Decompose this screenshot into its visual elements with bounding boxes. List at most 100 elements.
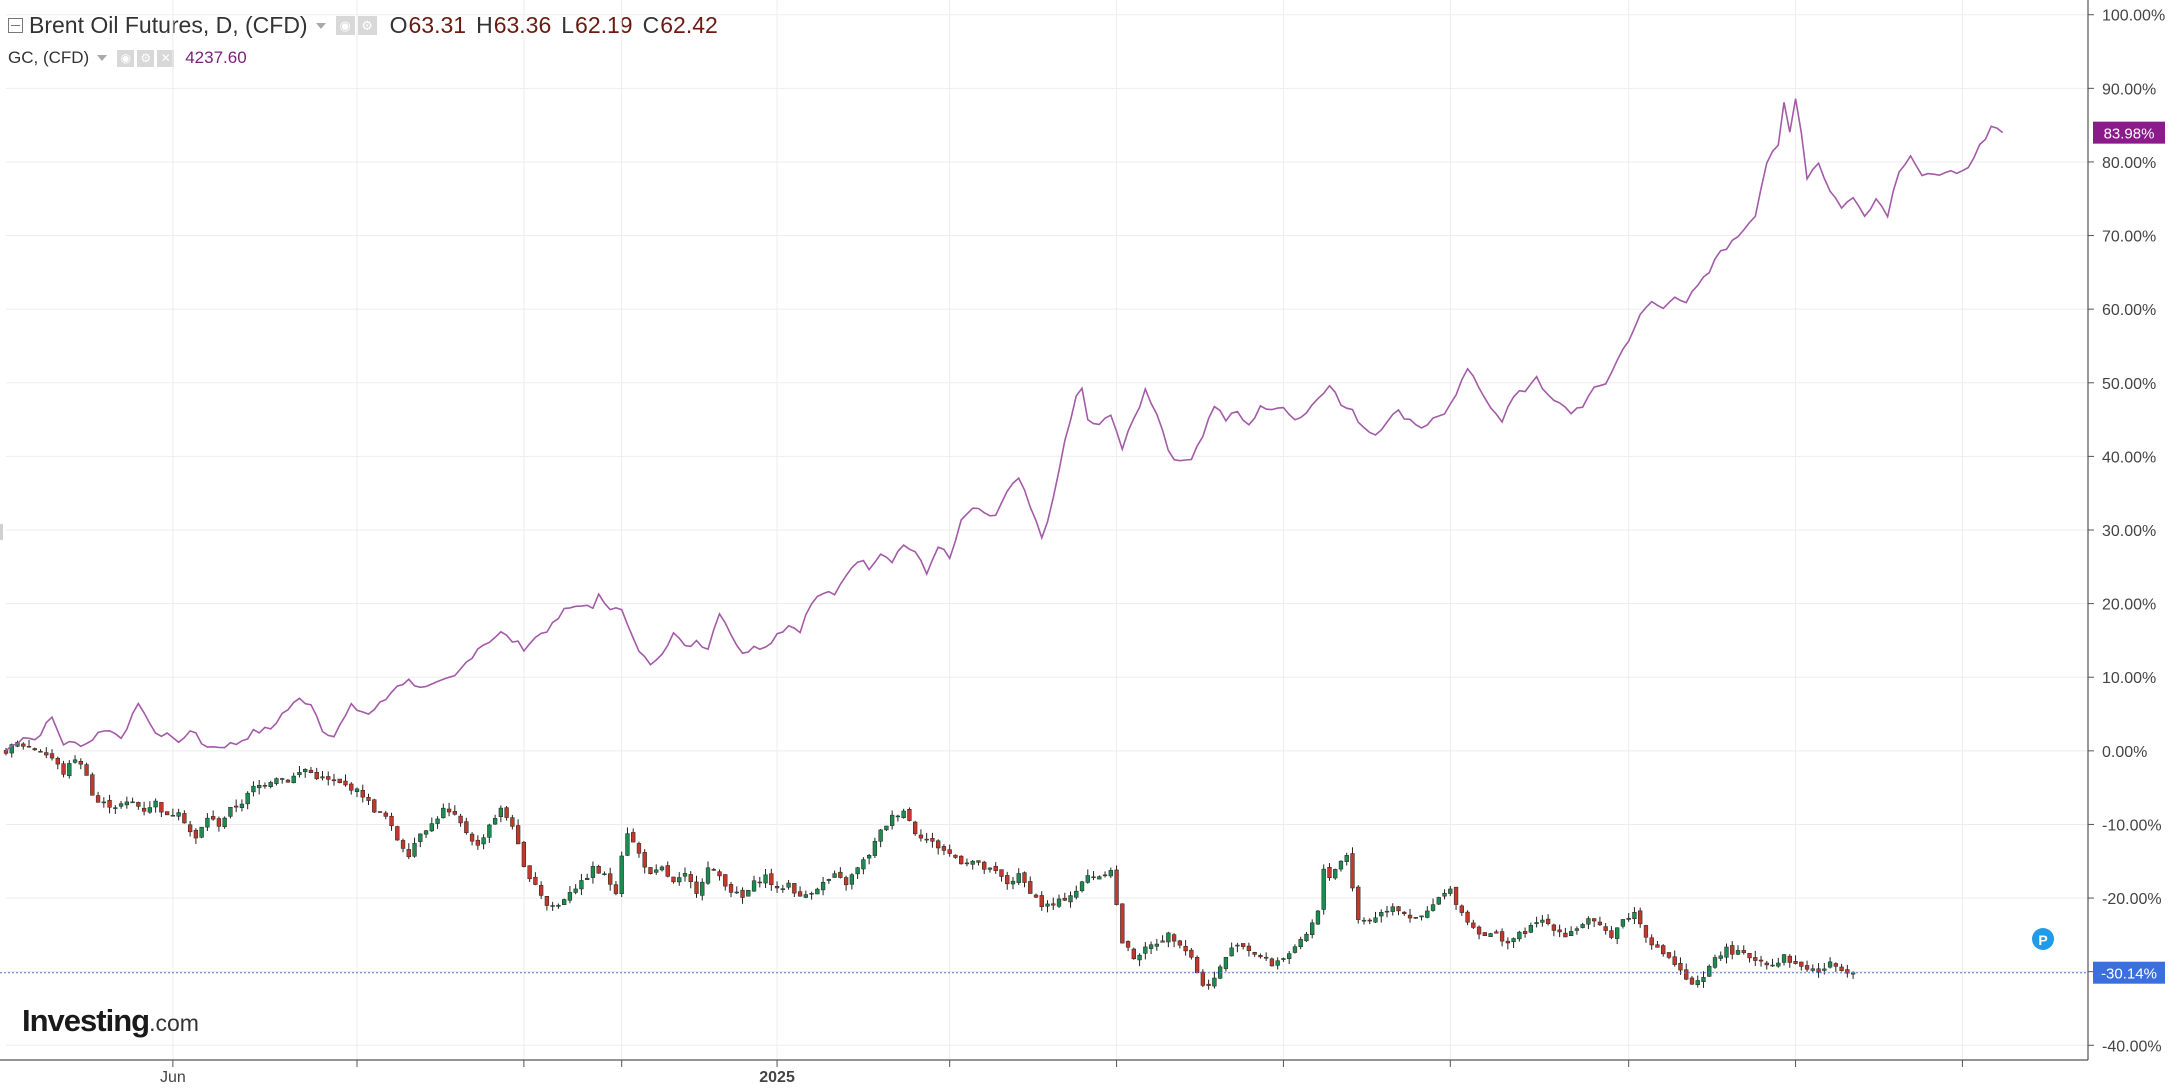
- brent-candle[interactable]: [608, 867, 613, 891]
- brent-candle[interactable]: [682, 867, 688, 882]
- brent-candle[interactable]: [803, 890, 808, 899]
- brent-candle[interactable]: [613, 881, 619, 896]
- brent-candle[interactable]: [1672, 950, 1677, 967]
- brent-candle[interactable]: [1264, 952, 1269, 961]
- brent-candle[interactable]: [1321, 864, 1326, 915]
- eye-icon[interactable]: ◉: [335, 16, 355, 35]
- brent-candle[interactable]: [1643, 924, 1649, 943]
- brent-candle[interactable]: [1143, 941, 1148, 960]
- brent-candle[interactable]: [400, 838, 406, 853]
- brent-candle[interactable]: [1131, 947, 1136, 960]
- brent-candle[interactable]: [1430, 898, 1436, 912]
- brent-candle[interactable]: [1712, 954, 1718, 969]
- brent-candle[interactable]: [1413, 917, 1418, 919]
- brent-candle[interactable]: [395, 825, 400, 841]
- brent-candle[interactable]: [769, 868, 774, 891]
- brent-candle[interactable]: [947, 844, 952, 857]
- brent-candle[interactable]: [1183, 940, 1188, 956]
- brent-candle[interactable]: [521, 840, 527, 868]
- brent-candle[interactable]: [1649, 934, 1654, 950]
- brent-candle[interactable]: [1632, 907, 1637, 924]
- brent-candle[interactable]: [1845, 964, 1850, 978]
- brent-candle[interactable]: [999, 869, 1004, 882]
- brent-candle[interactable]: [809, 891, 814, 900]
- brent-candle[interactable]: [429, 817, 434, 833]
- brent-candle[interactable]: [826, 878, 831, 884]
- brent-candle[interactable]: [343, 774, 348, 787]
- brent-candle[interactable]: [786, 879, 791, 890]
- compare-series-title[interactable]: GC, (CFD): [8, 48, 90, 67]
- brent-candle[interactable]: [1718, 951, 1723, 962]
- brent-candle[interactable]: [740, 887, 745, 904]
- brent-candle[interactable]: [1338, 860, 1344, 872]
- brent-candle[interactable]: [1074, 885, 1079, 900]
- brent-candle[interactable]: [544, 895, 550, 911]
- brent-candle[interactable]: [90, 772, 95, 796]
- brent-candle[interactable]: [1166, 931, 1171, 948]
- brent-candle[interactable]: [1764, 960, 1769, 970]
- brent-candle[interactable]: [700, 878, 705, 901]
- brent-candle[interactable]: [1620, 919, 1626, 929]
- compare-dropdown-caret-icon[interactable]: [97, 55, 108, 61]
- brent-candle[interactable]: [1586, 916, 1591, 930]
- brent-candle[interactable]: [464, 817, 469, 835]
- brent-candle[interactable]: [889, 810, 895, 830]
- brent-candle[interactable]: [1367, 918, 1372, 925]
- brent-candle[interactable]: [1171, 933, 1177, 948]
- brent-candle[interactable]: [1678, 957, 1683, 975]
- brent-candle[interactable]: [1010, 876, 1016, 890]
- brent-candle[interactable]: [1258, 953, 1263, 959]
- brent-candle[interactable]: [953, 854, 958, 859]
- brent-candle[interactable]: [884, 825, 889, 832]
- brent-candle[interactable]: [469, 832, 475, 846]
- brent-candle[interactable]: [1108, 867, 1113, 878]
- brent-candle[interactable]: [280, 777, 285, 784]
- price-marker-icon[interactable]: [2032, 928, 2054, 950]
- brent-candle[interactable]: [843, 875, 849, 891]
- brent-candle[interactable]: [515, 819, 521, 845]
- brent-candle[interactable]: [918, 829, 924, 842]
- brent-candle[interactable]: [487, 823, 492, 843]
- brent-candle[interactable]: [579, 873, 584, 896]
- brent-candle[interactable]: [1488, 932, 1493, 938]
- brent-candle[interactable]: [1638, 907, 1643, 928]
- brent-candle[interactable]: [1494, 929, 1499, 934]
- brent-candle[interactable]: [1241, 943, 1246, 950]
- brent-candle[interactable]: [1793, 955, 1798, 965]
- brent-candle[interactable]: [1436, 896, 1441, 905]
- collapse-icon[interactable]: [8, 18, 23, 33]
- brent-candle[interactable]: [1085, 869, 1090, 884]
- brent-candle[interactable]: [72, 755, 78, 764]
- brent-candle[interactable]: [1235, 942, 1240, 953]
- brent-candle[interactable]: [688, 871, 693, 889]
- brent-candle[interactable]: [1684, 963, 1689, 981]
- brent-candle[interactable]: [1545, 914, 1551, 926]
- brent-candle[interactable]: [1741, 945, 1746, 955]
- brent-candle[interactable]: [562, 898, 567, 905]
- brent-candle[interactable]: [1373, 911, 1378, 923]
- brent-candle[interactable]: [1390, 903, 1395, 916]
- brent-candle[interactable]: [1315, 909, 1321, 925]
- brent-candle[interactable]: [510, 814, 515, 830]
- main-series-title[interactable]: Brent Oil Futures, D, (CFD): [29, 12, 308, 38]
- brent-candle[interactable]: [936, 839, 941, 855]
- brent-candle[interactable]: [1079, 880, 1085, 893]
- brent-candle[interactable]: [723, 874, 728, 891]
- brent-candle[interactable]: [815, 887, 820, 895]
- brent-candle[interactable]: [878, 828, 883, 848]
- brent-candle[interactable]: [636, 841, 642, 858]
- brent-candle[interactable]: [1350, 847, 1355, 892]
- brent-candle[interactable]: [1223, 957, 1229, 972]
- brent-candle[interactable]: [1747, 952, 1752, 963]
- brent-candle[interactable]: [1442, 889, 1447, 900]
- brent-candle[interactable]: [1028, 876, 1033, 894]
- brent-candle[interactable]: [1298, 936, 1303, 950]
- brent-candle[interactable]: [907, 807, 912, 822]
- brent-candle[interactable]: [1499, 928, 1505, 947]
- brent-candle[interactable]: [1448, 885, 1453, 897]
- brent-candle[interactable]: [446, 802, 452, 817]
- brent-candle[interactable]: [1344, 852, 1349, 866]
- brent-candle[interactable]: [216, 816, 222, 832]
- gold-series-line[interactable]: [5, 98, 2004, 752]
- brent-candle[interactable]: [251, 781, 256, 797]
